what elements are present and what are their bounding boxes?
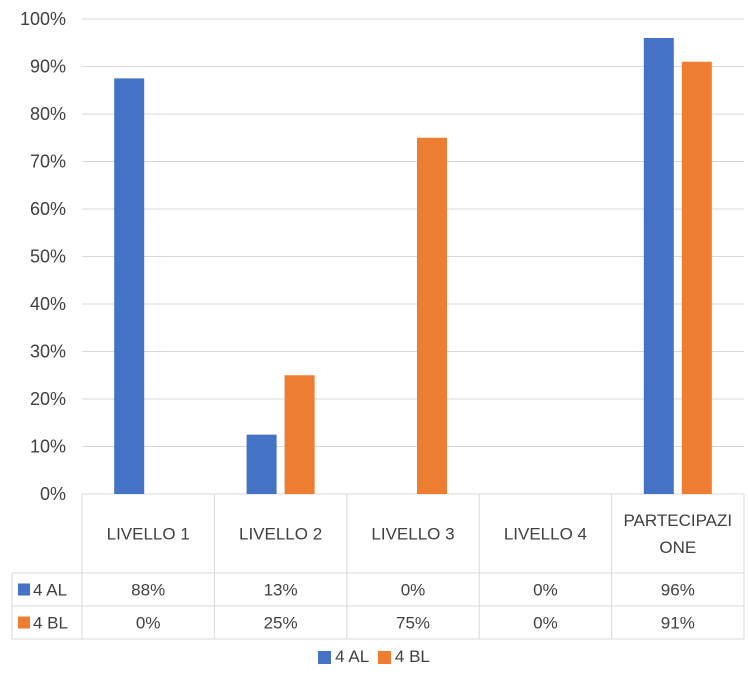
bar xyxy=(681,61,712,494)
x-tick-label: ONE xyxy=(659,538,696,557)
table-series-name: 4 AL xyxy=(33,581,67,600)
y-tick-label: 50% xyxy=(30,247,66,267)
data-label: 0% xyxy=(533,581,558,600)
y-tick-label: 30% xyxy=(30,342,66,362)
legend-swatch-4-al xyxy=(318,650,332,664)
data-label: 0% xyxy=(533,614,558,633)
x-tick-label: LIVELLO 4 xyxy=(504,525,587,544)
data-table-grid xyxy=(11,494,745,640)
y-axis-tick-labels: 0% 10% 20% 30% 40% 50% 60% 70% 80% 90% 100% xyxy=(20,9,66,504)
table-legend-key xyxy=(18,616,30,629)
y-tick-label: 90% xyxy=(30,57,66,77)
x-tick-label: LIVELLO 2 xyxy=(239,525,322,544)
x-tick-label: LIVELLO 3 xyxy=(371,525,454,544)
data-label: 0% xyxy=(136,614,161,633)
y-tick-label: 100% xyxy=(20,9,66,29)
bar xyxy=(114,78,145,494)
table-series-name: 4 BL xyxy=(33,614,68,633)
bars xyxy=(114,38,712,494)
data-label: 25% xyxy=(264,614,298,633)
legend-item-4-al: 4 AL xyxy=(318,647,369,667)
bar xyxy=(284,375,315,494)
y-tick-label: 80% xyxy=(30,104,66,124)
y-tick-label: 0% xyxy=(40,484,66,504)
legend-item-4-bl: 4 BL xyxy=(377,647,430,667)
legend-label-4-bl: 4 BL xyxy=(394,647,430,666)
legend-swatch-4-bl xyxy=(377,650,391,664)
bar xyxy=(417,137,447,494)
bar xyxy=(643,38,674,494)
x-tick-label: LIVELLO 1 xyxy=(107,525,190,544)
y-tick-label: 40% xyxy=(30,294,66,314)
data-table: LIVELLO 1 LIVELLO 2 LIVELLO 3 LIVELLO 4 PART… xyxy=(18,511,732,633)
legend: 4 AL 4 BL xyxy=(0,647,748,669)
data-label: 96% xyxy=(661,581,695,600)
bar-chart: 0% 10% 20% 30% 40% 50% 60% 70% 80% 90% 100% LIVELL… xyxy=(11,9,745,640)
y-tick-label: 60% xyxy=(30,199,66,219)
y-tick-label: 20% xyxy=(30,389,66,409)
data-label: 91% xyxy=(661,614,695,633)
data-label: 0% xyxy=(401,581,426,600)
legend-label-4-al: 4 AL xyxy=(335,647,370,666)
table-legend-key xyxy=(18,583,30,596)
x-tick-label: PARTECIPAZI xyxy=(623,511,732,530)
bar xyxy=(246,434,277,494)
y-tick-label: 10% xyxy=(30,437,66,457)
gridlines xyxy=(82,18,744,495)
data-label: 75% xyxy=(396,614,430,633)
data-label: 13% xyxy=(264,581,298,600)
y-tick-label: 70% xyxy=(30,152,66,172)
data-label: 88% xyxy=(131,581,165,600)
